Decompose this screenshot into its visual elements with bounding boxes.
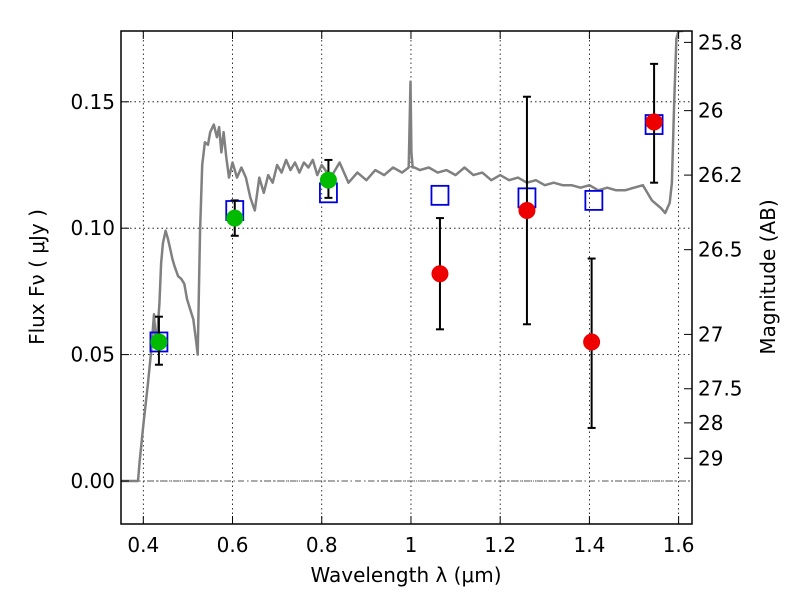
model-photometry-square-3 — [430, 184, 450, 206]
magnitude-tick-label-6: 28 — [698, 411, 723, 435]
x-tick-label-4: 1.2 — [484, 533, 516, 557]
magnitude-tick-label-3: 26.5 — [698, 238, 743, 262]
y-tick-label-0: 0.00 — [70, 469, 115, 493]
y-tick-label-1: 0.05 — [70, 343, 115, 367]
optical-data-point-1 — [226, 209, 244, 227]
nir-data-point-0 — [431, 265, 449, 283]
optical-data-point-0 — [150, 333, 168, 351]
y-tick-label-2: 0.10 — [70, 216, 115, 240]
data-series — [121, 31, 684, 483]
model-photometry-square-5 — [584, 189, 604, 211]
x-axis-ticks: 0.4 0.6 0.8 1 1.2 1.4 1.6 — [127, 31, 695, 557]
magnitude-tick-label-5: 27.5 — [698, 377, 743, 401]
x-tick-label-6: 1.6 — [663, 533, 695, 557]
nir-data-point-3 — [645, 113, 663, 131]
y-axis-label: Flux Fν ( μJy ) — [25, 209, 49, 345]
optical-data-point-2 — [319, 171, 337, 189]
x-tick-label-5: 1.4 — [573, 533, 605, 557]
magnitude-axis-ticks: 25.8 26 26.2 26.5 27 27.5 28 29 — [684, 30, 743, 470]
plot-frame — [120, 30, 693, 525]
magnitude-tick-label-7: 29 — [698, 446, 723, 470]
nir-data-point-2 — [583, 333, 601, 351]
y-axis-ticks: 0.00 0.05 0.10 0.15 — [70, 90, 129, 493]
magnitude-tick-label-2: 26.2 — [698, 163, 743, 187]
x-tick-label-2: 0.8 — [306, 533, 338, 557]
x-tick-label-1: 0.6 — [217, 533, 249, 557]
magnitude-tick-label-0: 25.8 — [698, 30, 743, 54]
x-axis-label: Wavelength λ (μm) — [310, 563, 501, 587]
nir-data-point-1 — [518, 202, 536, 220]
y-tick-label-3: 0.15 — [70, 90, 115, 114]
grid-lines — [121, 31, 692, 524]
x-tick-label-0: 0.4 — [127, 533, 159, 557]
magnitude-tick-label-1: 26 — [698, 99, 723, 123]
magnitude-tick-label-4: 27 — [698, 322, 723, 346]
right-axis-label: Magnitude (AB) — [756, 199, 780, 354]
x-tick-label-3: 1 — [405, 533, 418, 557]
data-markers — [149, 62, 664, 429]
model-spectrum-line — [121, 31, 684, 483]
